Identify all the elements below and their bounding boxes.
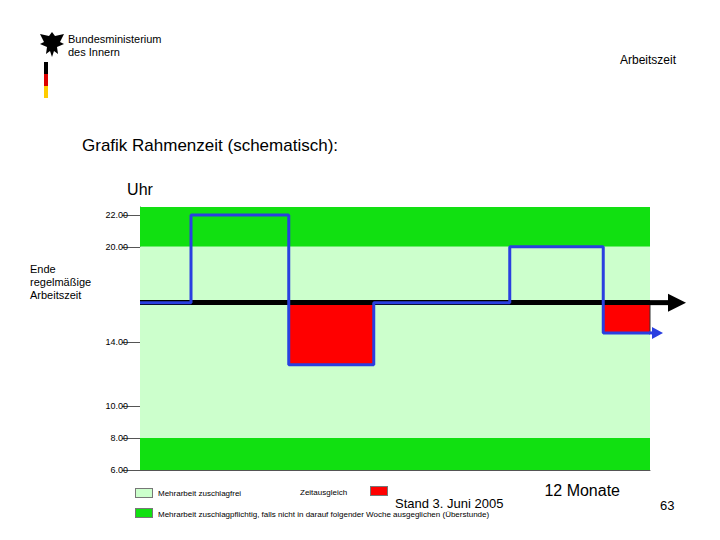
svg-text:regelmäßige: regelmäßige — [30, 276, 94, 288]
html-text:des Innern: des Innern — [68, 46, 120, 58]
svg-text:12 Monate: 12 Monate — [544, 482, 620, 499]
html-text:Mehrarbeit zuschlagfrei: Mehrarbeit zuschlagfrei — [158, 489, 242, 498]
html-text:Grafik Rahmenzeit (schematisch: Grafik Rahmenzeit (schematisch): — [82, 136, 338, 155]
svg-text:8.00: 8.00 — [110, 433, 128, 443]
html-text:Zeitausgleich: Zeitausgleich — [300, 488, 348, 497]
html-text:Arbeitszeit: Arbeitszeit — [620, 53, 676, 67]
html-text:63: 63 — [660, 498, 675, 513]
svg-text:6.00: 6.00 — [110, 465, 128, 475]
svg-text:22.00: 22.00 — [105, 210, 128, 220]
svg-text:Ende: Ende — [30, 263, 59, 275]
svg-text:20.00: 20.00 — [105, 242, 128, 252]
svg-text:Arbeitszeit: Arbeitszeit — [30, 289, 81, 301]
html-text:Stand 3. Juni 2005: Stand 3. Juni 2005 — [395, 496, 504, 511]
svg-text:10.00: 10.00 — [105, 401, 128, 411]
svg-text:Uhr: Uhr — [127, 181, 153, 198]
svg-text:14.00: 14.00 — [105, 337, 128, 347]
html-text:Bundesministerium: Bundesministerium — [68, 33, 162, 45]
html-text:Mehrarbeit zuschlagpflichtig,: Mehrarbeit zuschlagpflichtig, falls nich… — [158, 510, 490, 519]
